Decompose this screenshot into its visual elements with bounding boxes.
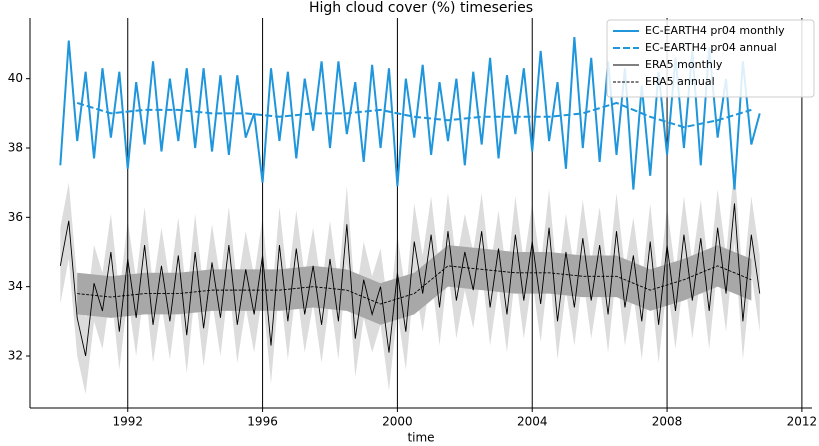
series-line [59,203,761,357]
y-tick-label: 40 [8,71,23,85]
series-line [59,36,761,190]
chart-title: High cloud cover (%) timeseries [309,0,533,16]
spread-band [77,245,752,325]
x-tick-label: 2000 [382,415,413,429]
legend-box [606,19,815,98]
y-tick-label: 34 [8,279,23,293]
series-line [77,265,752,305]
x-tick-label: 2012 [787,415,818,429]
x-tick-label: 2008 [652,415,683,429]
y-tick-label: 38 [8,141,23,155]
x-tick-label: 1992 [112,415,143,429]
x-axis-label: time [407,431,434,445]
series-line [76,101,752,129]
legend-label: ERA5 annual [645,75,715,88]
x-tick-label: 2004 [517,415,548,429]
y-tick-label: 36 [8,210,23,224]
y-tick-label: 32 [8,349,23,363]
legend-label: ERA5 monthly [645,58,723,71]
x-tick-label: 1996 [247,415,278,429]
legend-label: EC-EARTH4 pr04 monthly [645,24,785,37]
legend-label: EC-EARTH4 pr04 annual [645,41,777,54]
